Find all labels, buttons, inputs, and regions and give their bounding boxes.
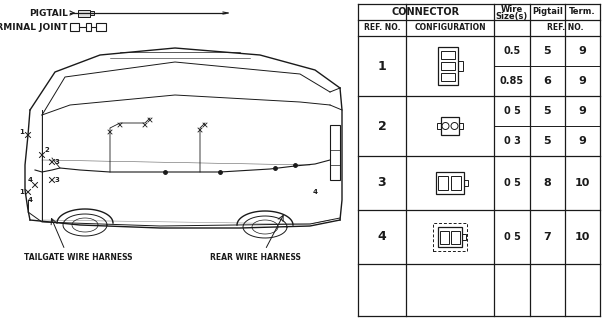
Bar — [441, 51, 455, 59]
Text: 0 5: 0 5 — [503, 106, 520, 116]
Text: 9: 9 — [578, 106, 586, 116]
Text: 0.85: 0.85 — [500, 76, 524, 86]
Bar — [441, 62, 455, 70]
Text: 1: 1 — [19, 129, 24, 135]
Text: 9: 9 — [578, 136, 586, 146]
Text: 4: 4 — [313, 189, 318, 195]
Bar — [438, 176, 448, 190]
Text: 10: 10 — [575, 178, 590, 188]
Bar — [70, 23, 79, 31]
Text: Pigtail: Pigtail — [532, 7, 563, 17]
Bar — [90, 11, 94, 15]
Text: 5: 5 — [544, 106, 551, 116]
Bar — [459, 123, 463, 129]
Text: 3: 3 — [54, 159, 59, 165]
Text: 9: 9 — [578, 76, 586, 86]
Text: 3: 3 — [54, 177, 59, 183]
Text: CONNECTOR: CONNECTOR — [392, 7, 460, 17]
Text: 5: 5 — [544, 46, 551, 56]
Text: 0.5: 0.5 — [503, 46, 521, 56]
Bar — [437, 123, 441, 129]
Bar — [438, 47, 458, 85]
Bar — [451, 176, 461, 190]
Text: 6: 6 — [543, 76, 551, 86]
Text: 0 5: 0 5 — [503, 178, 520, 188]
Text: 3: 3 — [378, 177, 387, 189]
Text: PIGTAIL: PIGTAIL — [29, 9, 68, 18]
Text: 7: 7 — [544, 232, 551, 242]
Bar — [464, 180, 468, 186]
Bar — [462, 234, 466, 240]
Bar — [330, 125, 340, 180]
Text: 0 5: 0 5 — [503, 232, 520, 242]
Text: 5: 5 — [544, 136, 551, 146]
Bar — [451, 231, 460, 244]
Bar — [436, 172, 464, 194]
Text: 1: 1 — [378, 60, 387, 73]
Bar — [96, 23, 106, 31]
Bar — [438, 227, 462, 247]
Text: 2: 2 — [378, 119, 387, 132]
Text: REF. NO.: REF. NO. — [364, 23, 401, 33]
Text: 10: 10 — [575, 232, 590, 242]
Text: REAR WIRE HARNESS: REAR WIRE HARNESS — [209, 253, 301, 262]
Text: TERMINAL JOINT: TERMINAL JOINT — [0, 22, 68, 31]
Text: 8: 8 — [544, 178, 551, 188]
Bar — [440, 231, 449, 244]
Text: 1: 1 — [19, 189, 24, 195]
Text: Size(s): Size(s) — [496, 12, 528, 20]
Text: 2: 2 — [45, 147, 50, 153]
Bar — [441, 117, 459, 135]
Text: Wire: Wire — [501, 4, 523, 13]
Text: TAILGATE WIRE HARNESS: TAILGATE WIRE HARNESS — [24, 253, 132, 262]
Text: 4: 4 — [378, 230, 387, 244]
Text: CONFIGURATION: CONFIGURATION — [414, 23, 486, 33]
Text: 4: 4 — [27, 197, 33, 203]
Bar — [458, 61, 463, 71]
Text: REF. NO.: REF. NO. — [547, 23, 583, 33]
Bar — [433, 223, 467, 251]
Text: 0 3: 0 3 — [503, 136, 520, 146]
Text: Term.: Term. — [569, 7, 596, 17]
Bar — [441, 73, 455, 81]
Text: 9: 9 — [578, 46, 586, 56]
Bar — [86, 23, 91, 31]
Text: 4: 4 — [27, 177, 33, 183]
Bar — [78, 10, 90, 17]
